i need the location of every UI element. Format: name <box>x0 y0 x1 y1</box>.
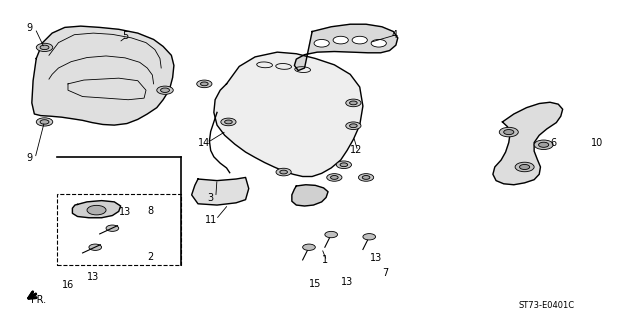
Text: 6: 6 <box>550 138 556 148</box>
Circle shape <box>336 161 352 169</box>
Circle shape <box>325 231 338 238</box>
Text: 14: 14 <box>198 138 210 148</box>
Polygon shape <box>32 26 174 125</box>
Circle shape <box>327 174 342 181</box>
Circle shape <box>520 164 530 170</box>
Circle shape <box>352 36 368 44</box>
Text: 2: 2 <box>147 252 154 262</box>
Text: 7: 7 <box>382 268 388 278</box>
Text: 4: 4 <box>392 30 397 40</box>
Text: ST73-E0401C: ST73-E0401C <box>519 301 575 310</box>
Text: 3: 3 <box>208 193 214 203</box>
Circle shape <box>371 39 387 47</box>
Circle shape <box>362 176 370 179</box>
Circle shape <box>499 127 519 137</box>
Circle shape <box>157 86 173 94</box>
Circle shape <box>534 140 553 149</box>
Polygon shape <box>192 178 248 205</box>
Text: 12: 12 <box>350 146 362 156</box>
Circle shape <box>225 120 233 124</box>
Circle shape <box>36 118 53 126</box>
FancyArrowPatch shape <box>29 292 36 298</box>
Circle shape <box>346 99 361 107</box>
Circle shape <box>201 82 208 86</box>
Circle shape <box>221 118 236 126</box>
Text: 1: 1 <box>322 255 328 265</box>
Circle shape <box>538 142 548 147</box>
Polygon shape <box>73 201 120 218</box>
Circle shape <box>276 168 291 176</box>
Circle shape <box>359 174 374 181</box>
Circle shape <box>350 101 357 105</box>
Text: 9: 9 <box>27 153 33 164</box>
Text: FR.: FR. <box>31 295 46 305</box>
Text: 10: 10 <box>591 138 604 148</box>
Text: 13: 13 <box>87 272 99 282</box>
Circle shape <box>89 244 101 251</box>
Polygon shape <box>292 185 328 206</box>
Polygon shape <box>294 24 397 70</box>
Circle shape <box>40 45 49 50</box>
Text: 16: 16 <box>62 280 74 290</box>
Text: 13: 13 <box>341 277 353 287</box>
Text: 15: 15 <box>309 279 322 289</box>
Circle shape <box>40 120 49 124</box>
Text: 8: 8 <box>147 206 154 216</box>
Circle shape <box>197 80 212 88</box>
Circle shape <box>333 36 348 44</box>
Polygon shape <box>214 52 363 177</box>
Circle shape <box>106 225 118 231</box>
Circle shape <box>346 122 361 130</box>
Text: 9: 9 <box>27 23 33 33</box>
Circle shape <box>504 130 514 135</box>
Circle shape <box>331 176 338 179</box>
Bar <box>57 194 181 265</box>
Circle shape <box>280 170 287 174</box>
Circle shape <box>314 39 329 47</box>
Text: 11: 11 <box>204 215 217 225</box>
Text: 13: 13 <box>369 253 382 263</box>
Polygon shape <box>493 102 562 185</box>
Text: 13: 13 <box>119 207 131 217</box>
Circle shape <box>87 205 106 215</box>
Circle shape <box>363 234 376 240</box>
Circle shape <box>161 88 169 92</box>
Circle shape <box>340 163 348 167</box>
Circle shape <box>303 244 315 251</box>
Text: 5: 5 <box>122 31 128 41</box>
Circle shape <box>515 162 534 172</box>
Circle shape <box>350 124 357 128</box>
Circle shape <box>36 43 53 52</box>
